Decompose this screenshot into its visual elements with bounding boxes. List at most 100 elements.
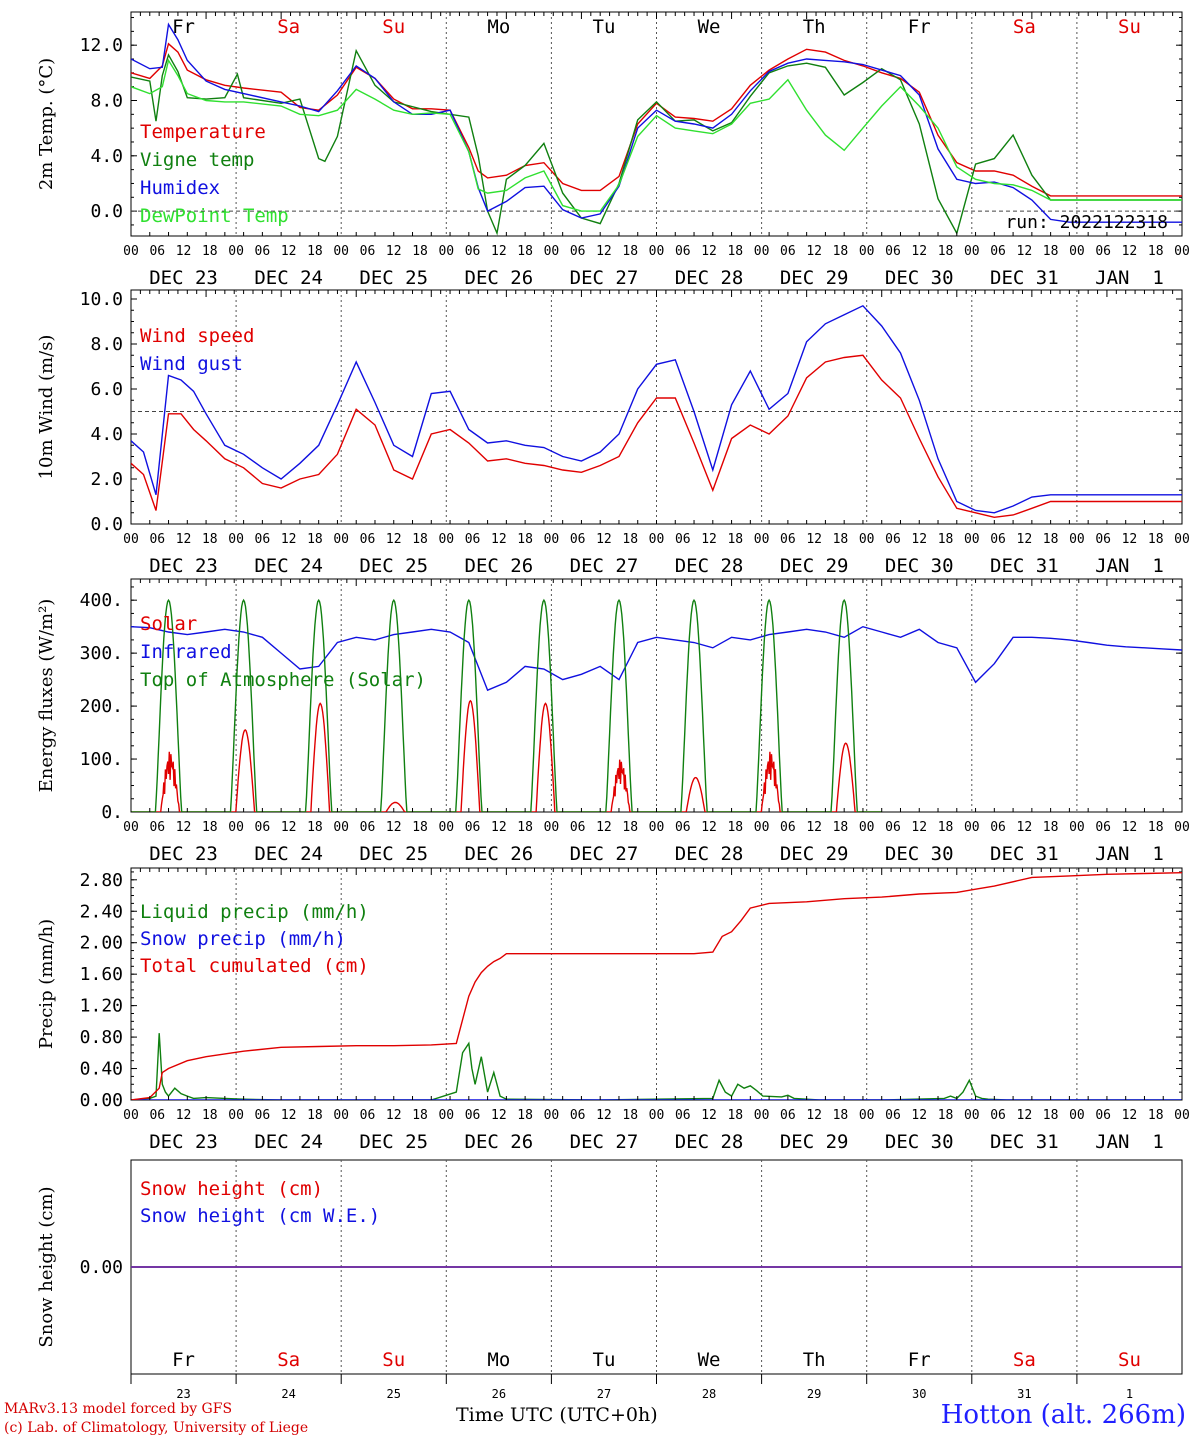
hour-tick-label: 00: [333, 532, 349, 547]
hour-tick-label: 00: [649, 532, 665, 547]
hour-tick-label: 06: [570, 820, 586, 835]
date-label: DEC 28: [675, 267, 744, 289]
hour-tick-label: 06: [570, 532, 586, 547]
hour-tick-label: 18: [202, 244, 218, 259]
hour-tick-label: 12: [701, 820, 717, 835]
hour-tick-label: 12: [386, 532, 402, 547]
y-tick-label: 8.0: [90, 90, 123, 111]
hour-tick-label: 18: [1148, 532, 1164, 547]
hour-tick-label: 00: [649, 820, 665, 835]
credit-lab: (c) Lab. of Climatology, University of L…: [4, 1420, 309, 1436]
hour-tick-label: 18: [202, 532, 218, 547]
panel-3: 0. 100. 200. 300. 400. Energy fluxes (W/m²) So…: [36, 578, 1190, 865]
weekday-label-top: Th: [803, 16, 826, 38]
hour-tick-label: 18: [727, 1108, 743, 1123]
hour-tick-label: 00: [754, 1108, 770, 1123]
hour-tick-label: 00: [859, 244, 875, 259]
date-label: DEC 30: [885, 843, 954, 865]
hour-tick-label: 12: [596, 820, 612, 835]
weekday-label-top: We: [698, 16, 721, 38]
hour-tick-label: 00: [438, 820, 454, 835]
hour-tick-label: 18: [622, 532, 638, 547]
hour-tick-label: 12: [176, 1108, 192, 1123]
date-label: DEC 30: [885, 555, 954, 577]
hour-tick-label: 06: [570, 244, 586, 259]
date-label: DEC 26: [465, 555, 534, 577]
hour-tick-label: 06: [990, 1108, 1006, 1123]
day-number-label: 23: [176, 1387, 190, 1401]
hour-tick-label: 06: [465, 1108, 481, 1123]
hour-tick-label: 12: [1122, 244, 1138, 259]
hour-tick-label: 18: [833, 820, 849, 835]
y-tick-label: 0.0: [90, 514, 123, 535]
legend-entry: Total cumulated (cm): [140, 955, 369, 977]
hour-tick-label: 06: [885, 244, 901, 259]
hour-tick-label: 06: [990, 820, 1006, 835]
hour-tick-label: 12: [596, 532, 612, 547]
date-label: DEC 31: [990, 1131, 1059, 1153]
hour-tick-label: 12: [491, 532, 507, 547]
hour-tick-label: 12: [1017, 1108, 1033, 1123]
hour-tick-label: 18: [622, 1108, 638, 1123]
series-wind-gust: [131, 304, 1182, 514]
legend-entry: Wind speed: [140, 325, 254, 347]
hour-tick-label: 18: [1043, 244, 1059, 259]
date-label: DEC 24: [254, 1131, 323, 1153]
date-label: DEC 27: [570, 843, 639, 865]
hour-tick-label: 12: [491, 244, 507, 259]
series-group: [131, 598, 1182, 812]
y-tick-label: 0.00: [80, 1257, 123, 1278]
y-axis-label: 2m Temp. (°C): [36, 58, 57, 190]
date-label: DEC 28: [675, 843, 744, 865]
series-total-cumulated-cm: [131, 872, 1182, 1100]
y-axis-label: Precip (mm/h): [36, 919, 57, 1049]
hour-tick-label: 18: [517, 1108, 533, 1123]
hour-tick-label: 18: [1148, 244, 1164, 259]
hour-tick-label: 12: [911, 820, 927, 835]
hour-tick-label: 18: [1148, 820, 1164, 835]
y-tick-label: 10.0: [80, 289, 123, 310]
hour-tick-label: 18: [1043, 1108, 1059, 1123]
hour-tick-label: 18: [202, 1108, 218, 1123]
hour-tick-label: 06: [885, 1108, 901, 1123]
hour-tick-label: 18: [517, 532, 533, 547]
hour-tick-label: 00: [544, 532, 560, 547]
hour-tick-label: 18: [517, 244, 533, 259]
hour-tick-label: 06: [570, 1108, 586, 1123]
hour-tick-label: 00: [544, 820, 560, 835]
hour-tick-label: 00: [333, 820, 349, 835]
hour-tick-label: 00: [754, 532, 770, 547]
series-wind-speed: [131, 354, 1182, 519]
weekday-label-bottom: Fr: [908, 1349, 931, 1371]
legend-entry: Snow precip (mm/h): [140, 928, 346, 950]
date-label: DEC 30: [885, 267, 954, 289]
hour-tick-label: 06: [255, 1108, 271, 1123]
date-label: DEC 28: [675, 555, 744, 577]
weekday-label-bottom: Sa: [1013, 1349, 1036, 1371]
date-label: JAN 1: [1095, 267, 1164, 289]
hour-tick-label: 00: [333, 1108, 349, 1123]
series-temperature: [131, 42, 1182, 197]
weekday-label-bottom: Su: [1118, 1349, 1141, 1371]
legend-entry: DewPoint Temp: [140, 205, 289, 227]
weekday-label-bottom: Sa: [277, 1349, 300, 1371]
hour-tick-label: 12: [701, 532, 717, 547]
hour-tick-label: 12: [1017, 532, 1033, 547]
hour-tick-label: 06: [255, 532, 271, 547]
y-tick-label: 2.0: [90, 469, 123, 490]
date-label: DEC 27: [570, 267, 639, 289]
hour-tick-label: 00: [649, 244, 665, 259]
hour-tick-label: 12: [386, 820, 402, 835]
date-label: DEC 26: [465, 1131, 534, 1153]
hour-tick-label: 06: [780, 532, 796, 547]
hour-tick-label: 18: [307, 244, 323, 259]
hour-tick-label: 12: [176, 532, 192, 547]
y-tick-label: 4.0: [90, 424, 123, 445]
hour-tick-label: 06: [465, 532, 481, 547]
hour-tick-label: 18: [833, 1108, 849, 1123]
y-tick-label: 2.00: [80, 933, 123, 954]
weekday-label-bottom: Fr: [172, 1349, 195, 1371]
hour-tick-label: 00: [123, 820, 139, 835]
hour-tick-label: 12: [911, 1108, 927, 1123]
legend-entry: Top of Atmosphere (Solar): [140, 669, 426, 691]
